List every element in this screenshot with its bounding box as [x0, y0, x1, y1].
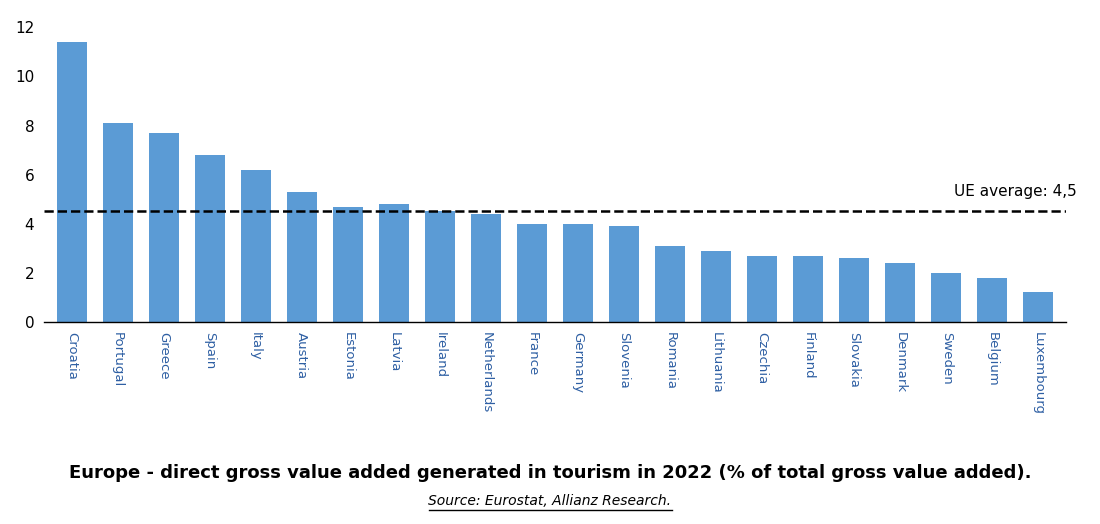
Bar: [701, 251, 732, 322]
Bar: [56, 42, 87, 322]
Bar: [563, 224, 593, 322]
Bar: [287, 192, 317, 322]
Bar: [102, 123, 133, 322]
Bar: [471, 214, 501, 322]
Bar: [886, 263, 915, 322]
Bar: [425, 212, 454, 322]
Bar: [793, 256, 823, 322]
Bar: [241, 170, 271, 322]
Bar: [195, 155, 224, 322]
Bar: [977, 278, 1008, 322]
Bar: [148, 133, 178, 322]
Bar: [333, 206, 363, 322]
Bar: [932, 273, 961, 322]
Text: UE average: 4,5: UE average: 4,5: [954, 184, 1077, 199]
Bar: [609, 226, 639, 322]
Text: Source: Eurostat, Allianz Research.: Source: Eurostat, Allianz Research.: [429, 494, 671, 508]
Text: Europe - direct gross value added generated in tourism in 2022 (% of total gross: Europe - direct gross value added genera…: [68, 464, 1032, 482]
Bar: [1023, 292, 1053, 322]
Bar: [517, 224, 547, 322]
Bar: [654, 246, 685, 322]
Bar: [747, 256, 777, 322]
Bar: [839, 258, 869, 322]
Bar: [378, 204, 409, 322]
